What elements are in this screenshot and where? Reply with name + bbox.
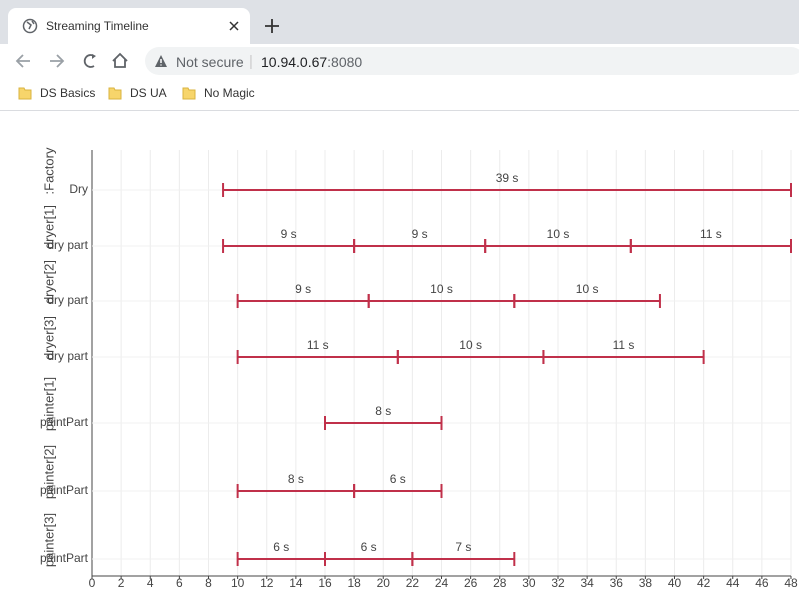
x-tick-label: 34 xyxy=(580,576,594,590)
x-tick-label: 38 xyxy=(639,576,653,590)
group-label: :Factory xyxy=(41,147,56,194)
duration-label: 6 s xyxy=(361,540,377,554)
tab-title: Streaming Timeline xyxy=(46,19,149,33)
bookmark[interactable]: No Magic xyxy=(204,86,255,100)
group-label: painter[3] xyxy=(41,513,56,567)
x-tick-label: 4 xyxy=(147,576,154,590)
bookmark[interactable]: DS Basics xyxy=(40,86,96,100)
row-label: dry part xyxy=(47,293,88,307)
duration-label: 6 s xyxy=(273,540,289,554)
toolbar: Not secure | 10.94.0.67:8080 xyxy=(0,44,799,78)
x-tick-label: 32 xyxy=(551,576,565,590)
folder-icon xyxy=(182,87,196,100)
x-tick-label: 30 xyxy=(522,576,536,590)
x-tick-label: 42 xyxy=(697,576,711,590)
x-tick-label: 28 xyxy=(493,576,507,590)
duration-label: 10 s xyxy=(547,227,570,241)
x-tick-label: 26 xyxy=(464,576,478,590)
row-label: paintPart xyxy=(40,415,89,429)
row-label: paintPart xyxy=(40,483,89,497)
group-label: dryer[2] xyxy=(41,260,56,304)
url-host: 10.94.0.67 xyxy=(261,54,328,70)
row-label: Dry xyxy=(69,182,88,196)
group-label: dryer[1] xyxy=(41,205,56,249)
x-tick-label: 18 xyxy=(347,576,361,590)
url: 10.94.0.67:8080 xyxy=(261,54,362,70)
duration-label: 9 s xyxy=(281,227,297,241)
reload[interactable] xyxy=(83,54,95,68)
security-label: Not secure xyxy=(176,54,244,70)
warning-icon xyxy=(155,55,167,67)
tab[interactable]: Streaming Timeline xyxy=(8,8,250,44)
new-tab[interactable] xyxy=(265,19,279,33)
home[interactable] xyxy=(112,52,128,68)
globe-icon xyxy=(22,18,38,34)
x-tick-label: 48 xyxy=(784,576,798,590)
duration-label: 10 s xyxy=(459,338,482,352)
x-tick-label: 2 xyxy=(118,576,125,590)
folder-icon xyxy=(108,87,122,100)
folder-icon xyxy=(18,87,32,100)
x-tick-label: 6 xyxy=(176,576,183,590)
duration-label: 9 s xyxy=(412,227,428,241)
duration-label: 8 s xyxy=(375,404,391,418)
back[interactable] xyxy=(15,54,30,68)
close-tab[interactable] xyxy=(228,20,240,32)
address-bar[interactable]: Not secure | 10.94.0.67:8080 xyxy=(145,47,799,75)
duration-label: 7 s xyxy=(455,540,471,554)
duration-label: 11 s xyxy=(307,338,329,352)
x-tick-label: 22 xyxy=(406,576,420,590)
tab-bar: Streaming Timeline xyxy=(0,0,799,44)
row-label: dry part xyxy=(47,238,88,252)
row-label: paintPart xyxy=(40,551,89,565)
duration-label: 9 s xyxy=(295,282,311,296)
duration-label: 11 s xyxy=(700,227,722,241)
duration-label: 10 s xyxy=(576,282,599,296)
duration-label: 6 s xyxy=(390,472,406,486)
group-label: dryer[3] xyxy=(41,316,56,360)
x-tick-label: 46 xyxy=(755,576,769,590)
x-tick-label: 0 xyxy=(89,576,96,590)
forward[interactable] xyxy=(50,54,65,68)
nav-buttons xyxy=(15,52,128,68)
duration-label: 39 s xyxy=(496,171,519,185)
duration-label: 10 s xyxy=(430,282,453,296)
duration-label: 11 s xyxy=(613,338,635,352)
x-tick-label: 24 xyxy=(435,576,449,590)
x-tick-label: 40 xyxy=(668,576,682,590)
group-label: painter[1] xyxy=(41,377,56,431)
x-tick-label: 20 xyxy=(377,576,391,590)
row-label: dry part xyxy=(47,349,88,363)
group-label: painter[2] xyxy=(41,445,56,499)
x-tick-label: 12 xyxy=(260,576,274,590)
x-tick-label: 14 xyxy=(289,576,303,590)
url-port: :8080 xyxy=(327,54,363,70)
x-tick-label: 44 xyxy=(726,576,740,590)
duration-label: 8 s xyxy=(288,472,304,486)
separator: | xyxy=(249,53,253,70)
x-tick-label: 16 xyxy=(318,576,332,590)
reload-arrow xyxy=(92,54,96,59)
bookmarks-bar: DS Basics DS UA No Magic xyxy=(0,78,799,111)
bookmark[interactable]: DS UA xyxy=(130,86,167,100)
x-tick-label: 10 xyxy=(231,576,245,590)
x-tick-label: 8 xyxy=(205,576,212,590)
x-tick-label: 36 xyxy=(610,576,624,590)
